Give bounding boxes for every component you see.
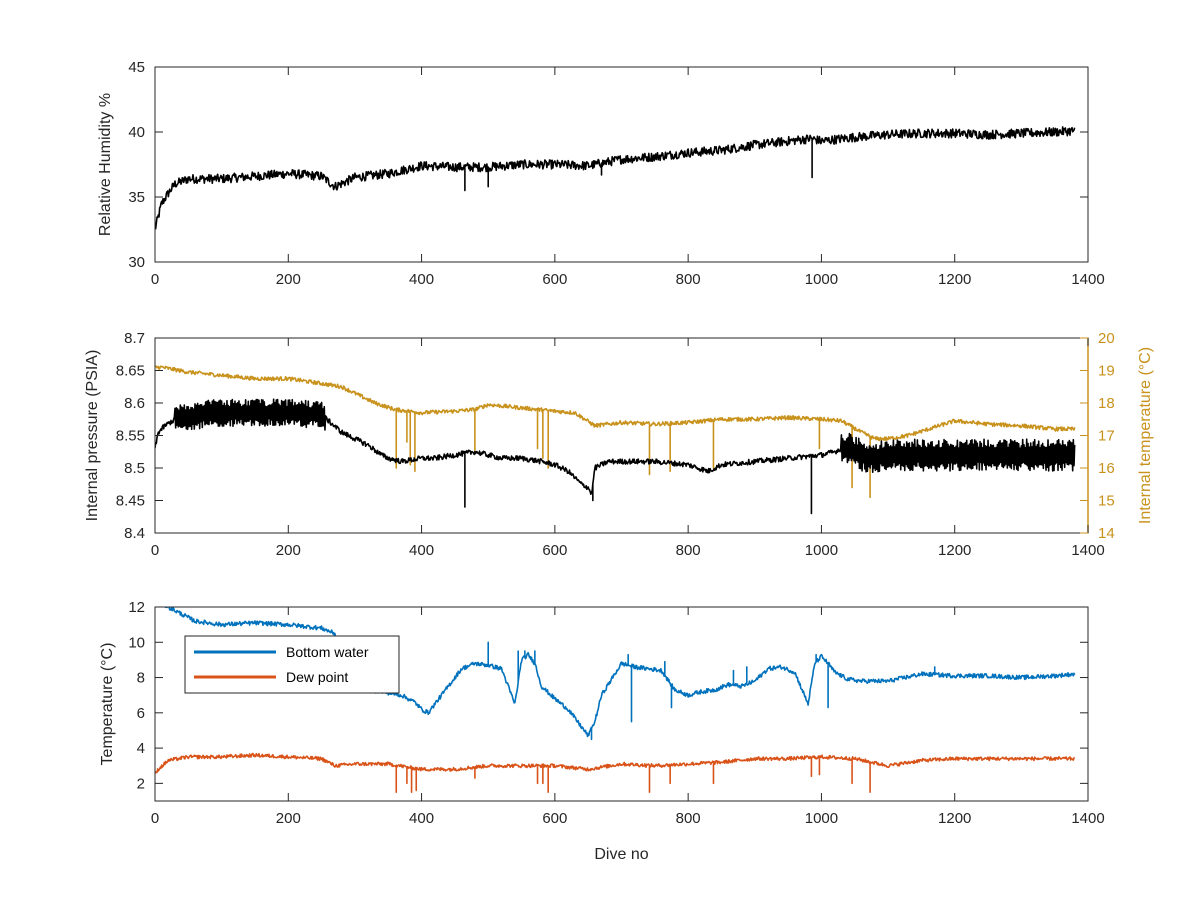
y-right-tick-label: 20 bbox=[1098, 330, 1115, 347]
y-tick-label: 2 bbox=[137, 775, 145, 792]
temperature-panel: 0 200 400 600 800 1000 1200 1400 2 4 6 8 10 12 Tempe… bbox=[99, 599, 1105, 863]
humidity-ylabel: Relative Humidity % bbox=[97, 93, 114, 236]
x-tick-label: 1400 bbox=[1071, 271, 1104, 288]
pressure-temperature-panel: 0 200 400 600 800 1000 1200 1400 8.4 8.45 8.5 8.55… bbox=[84, 330, 1154, 559]
y-right-tick-label: 14 bbox=[1098, 525, 1115, 542]
x-tick-label: 400 bbox=[409, 542, 434, 559]
x-tick-label: 600 bbox=[542, 271, 567, 288]
x-tick-label: 1000 bbox=[805, 271, 838, 288]
series-1-1-line bbox=[155, 398, 1076, 515]
pressure-ylabel: Internal pressure (PSIA) bbox=[84, 350, 101, 522]
x-tick-label: 600 bbox=[542, 810, 567, 827]
y-tick-label: 8.55 bbox=[116, 428, 145, 445]
y-right-tick-label: 15 bbox=[1098, 493, 1115, 510]
x-tick-label: 1400 bbox=[1071, 542, 1104, 559]
y-right-tick-label: 19 bbox=[1098, 363, 1115, 380]
y-tick-label: 8.45 bbox=[116, 493, 145, 510]
legend-label-bottom-water: Bottom water bbox=[286, 644, 369, 660]
x-tick-label: 0 bbox=[151, 810, 159, 827]
x-axis-label: Dive no bbox=[594, 846, 648, 863]
y-tick-label: 12 bbox=[128, 599, 145, 616]
y-tick-label: 6 bbox=[137, 705, 145, 722]
series-1-0-line bbox=[155, 365, 1076, 499]
internal-temperature-ylabel: Internal temperature (°C) bbox=[1137, 347, 1154, 524]
x-tick-label: 1000 bbox=[805, 542, 838, 559]
legend-box bbox=[184, 635, 400, 694]
y-tick-label: 4 bbox=[137, 740, 145, 757]
y-tick-label: 8.65 bbox=[116, 363, 145, 380]
series-0-0-line bbox=[155, 126, 1076, 230]
x-tick-label: 0 bbox=[151, 542, 159, 559]
legend: Bottom water Dew point bbox=[184, 635, 400, 694]
y-tick-label: 8.5 bbox=[124, 460, 145, 477]
y-tick-label: 8 bbox=[137, 670, 145, 687]
x-tick-label: 1000 bbox=[805, 810, 838, 827]
bottom-water-line bbox=[163, 607, 1076, 741]
temperature-ylabel: Temperature (°C) bbox=[99, 643, 116, 766]
x-tick-label: 400 bbox=[409, 810, 434, 827]
y-tick-label: 35 bbox=[128, 189, 145, 206]
x-tick-label: 0 bbox=[151, 271, 159, 288]
y-tick-label: 10 bbox=[128, 634, 145, 651]
y-tick-label: 40 bbox=[128, 124, 145, 141]
x-tick-label: 200 bbox=[276, 542, 301, 559]
y-right-tick-label: 16 bbox=[1098, 460, 1115, 477]
temperature-axes-frame bbox=[154, 606, 1089, 802]
x-tick-label: 800 bbox=[676, 271, 701, 288]
y-tick-label: 8.4 bbox=[124, 525, 145, 542]
y-tick-label: 45 bbox=[128, 59, 145, 76]
pressure-plot-area bbox=[155, 338, 1088, 533]
x-tick-label: 400 bbox=[409, 271, 434, 288]
y-tick-label: 30 bbox=[128, 254, 145, 271]
x-tick-label: 1200 bbox=[938, 542, 971, 559]
x-tick-label: 200 bbox=[276, 810, 301, 827]
legend-label-dew-point: Dew point bbox=[286, 669, 348, 685]
x-tick-label: 1400 bbox=[1071, 810, 1104, 827]
y-right-tick-label: 17 bbox=[1098, 428, 1115, 445]
y-tick-label: 8.6 bbox=[124, 395, 145, 412]
y-tick-label: 8.7 bbox=[124, 330, 145, 347]
humidity-axes-frame bbox=[154, 66, 1089, 263]
y-right-tick-label: 18 bbox=[1098, 395, 1115, 412]
x-tick-label: 800 bbox=[676, 542, 701, 559]
x-tick-label: 1200 bbox=[938, 271, 971, 288]
x-tick-label: 1200 bbox=[938, 810, 971, 827]
x-tick-label: 200 bbox=[276, 271, 301, 288]
dew-point-line bbox=[155, 752, 1076, 793]
x-tick-label: 600 bbox=[542, 542, 567, 559]
x-tick-label: 800 bbox=[676, 810, 701, 827]
humidity-panel: 0 200 400 600 800 1000 1200 1400 30 35 40 45 Relat… bbox=[97, 59, 1105, 288]
